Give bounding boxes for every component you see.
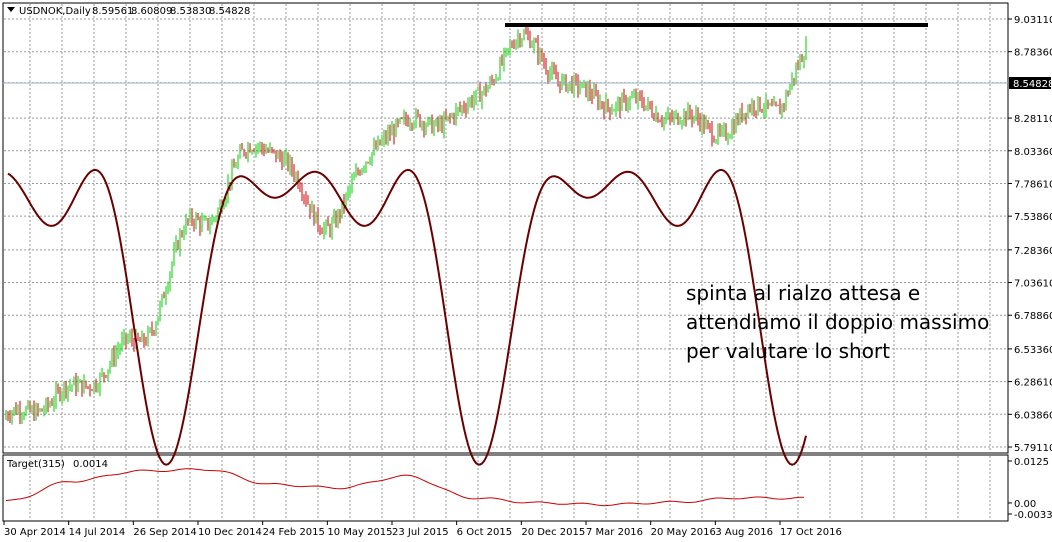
time-tick-label: 26 Sep 2014 (133, 527, 196, 538)
price-tick-label: 9.03110 (1014, 15, 1052, 26)
cycle-line (7, 168, 807, 466)
main-plot-area[interactable] (2, 2, 1009, 454)
annotation-line-1: spinta al rialzo attesa e (686, 281, 920, 305)
price-axis[interactable]: 9.03110 8.78360 8.28110 8.03360 7.78610 7.538… (1008, 15, 1052, 454)
price-tick-label: 8.78360 (1014, 48, 1052, 59)
ohlc-low: 8.53830 (170, 6, 211, 17)
price-tick-label: 6.53360 (1014, 345, 1052, 356)
price-tick-label: 8.03360 (1014, 147, 1052, 158)
ohlc-high: 8.60809 (131, 6, 172, 17)
annotation-line-2: attendiamo il doppio massimo (686, 310, 989, 334)
symbol-label: USDNOK,Daily (19, 6, 91, 17)
annotation-line-3: per valutare lo short (686, 339, 890, 363)
time-tick-label: 14 Jul 2014 (69, 527, 126, 538)
time-tick-label: 23 Jul 2015 (392, 527, 449, 538)
ohlc-close: 8.54828 (209, 6, 250, 17)
time-tick-label: 7 Mar 2016 (586, 527, 643, 538)
indicator-line (5, 468, 805, 507)
indicator-tick-label: 0.00 (1014, 499, 1036, 510)
indicator-axis[interactable]: 0.0125 0.00-0.0033 (1008, 457, 1052, 521)
time-tick-label: 10 Dec 2014 (198, 527, 262, 538)
indicator-plot-area[interactable] (2, 454, 1009, 522)
time-axis[interactable]: 30 Apr 2014 14 Jul 2014 26 Sep 2014 10 Dec … (3, 521, 842, 538)
time-tick-label: 6 Oct 2015 (457, 527, 512, 538)
time-tick-label: 3 Aug 2016 (715, 527, 773, 538)
target-indicator (5, 468, 805, 507)
time-tick-label: 20 May 2016 (651, 527, 716, 538)
price-tick-label: 8.28110 (1014, 114, 1052, 125)
symbol-dropdown-icon[interactable] (7, 7, 15, 12)
current-price-badge (1009, 77, 1051, 89)
indicator-name: Target(315) (6, 459, 65, 470)
price-tick-label: 6.78860 (1014, 311, 1052, 322)
price-tick-label: 7.78610 (1014, 179, 1052, 190)
price-tick-label: 7.53860 (1014, 212, 1052, 223)
time-tick-label: 20 Dec 2015 (521, 527, 585, 538)
time-tick-label: 30 Apr 2014 (4, 527, 66, 538)
cycle-projection (7, 168, 807, 466)
price-tick-label: 6.03860 (1014, 410, 1052, 421)
price-tick-label: 5.79110 (1014, 443, 1052, 454)
indicator-tick-label: -0.0033 (1014, 510, 1052, 521)
chart-grid (4, 4, 1007, 520)
price-tick-label: 7.03610 (1014, 279, 1052, 290)
time-tick-label: 10 May 2015 (327, 527, 392, 538)
time-tick-label: 24 Feb 2015 (263, 527, 325, 538)
indicator-value: 0.0014 (73, 459, 108, 470)
price-candles (5, 25, 807, 425)
ohlc-open: 8.59561 (92, 6, 133, 17)
price-tick-label: 7.28360 (1014, 246, 1052, 257)
current-price-label: 8.54828 (1013, 79, 1052, 90)
indicator-tick-label: 0.0125 (1014, 457, 1049, 468)
time-tick-label: 17 Oct 2016 (780, 527, 842, 538)
price-tick-label: 6.28610 (1014, 378, 1052, 389)
